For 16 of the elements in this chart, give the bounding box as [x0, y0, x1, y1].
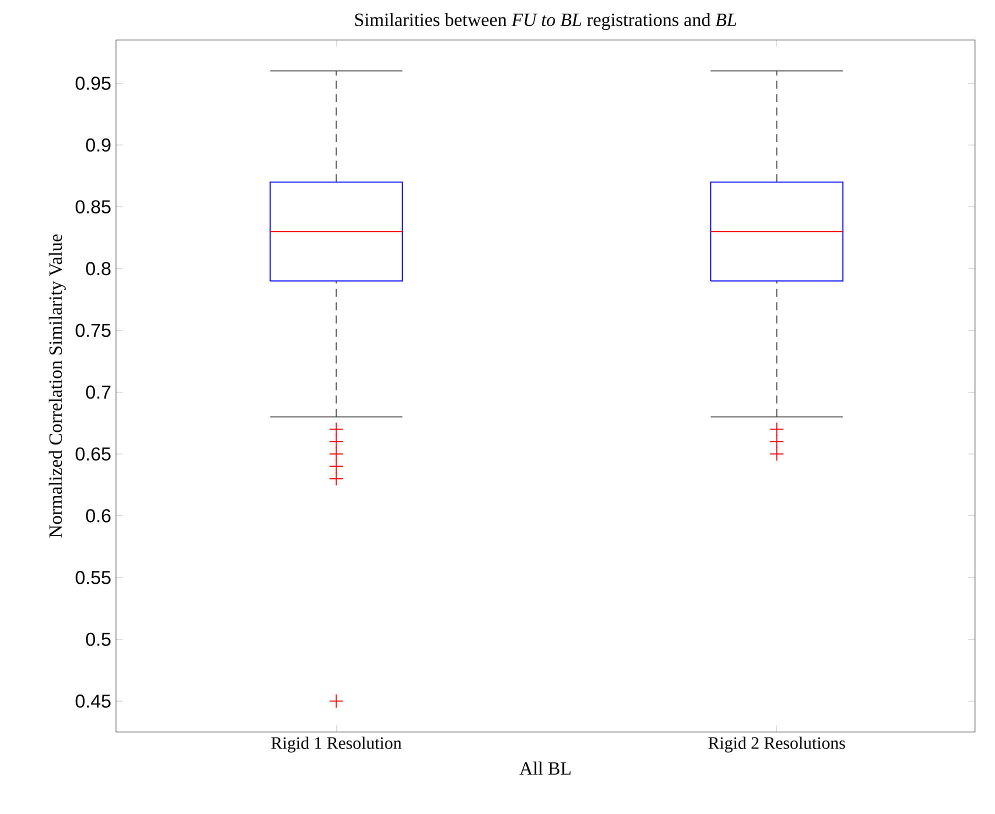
y-tick-label: 0.45: [76, 694, 111, 708]
y-tick-label: 0.8: [86, 262, 110, 276]
y-tick-label: 0.75: [76, 324, 111, 338]
y-tick-label: 0.6: [86, 509, 110, 522]
x-tick-label: Rigid 2 Resolutions: [708, 736, 846, 752]
chart-title: Similarities between FU to BL registrations and BL: [355, 12, 736, 30]
y-tick-label: 0.65: [76, 447, 111, 461]
y-tick-label: 0.55: [76, 570, 111, 584]
y-axis-title: Normalized Correlation Similarity Value: [48, 234, 66, 538]
y-tick-label: 0.5: [86, 632, 111, 646]
x-tick-label: Rigid 1 Resolution: [271, 736, 402, 752]
y-tick-label: 0.9: [86, 138, 110, 152]
y-tick-label: 0.7: [86, 386, 110, 399]
y-tick-label: 0.85: [76, 200, 111, 214]
y-tick-label: 0.95: [76, 76, 111, 90]
x-axis-title: All BL: [520, 762, 571, 775]
